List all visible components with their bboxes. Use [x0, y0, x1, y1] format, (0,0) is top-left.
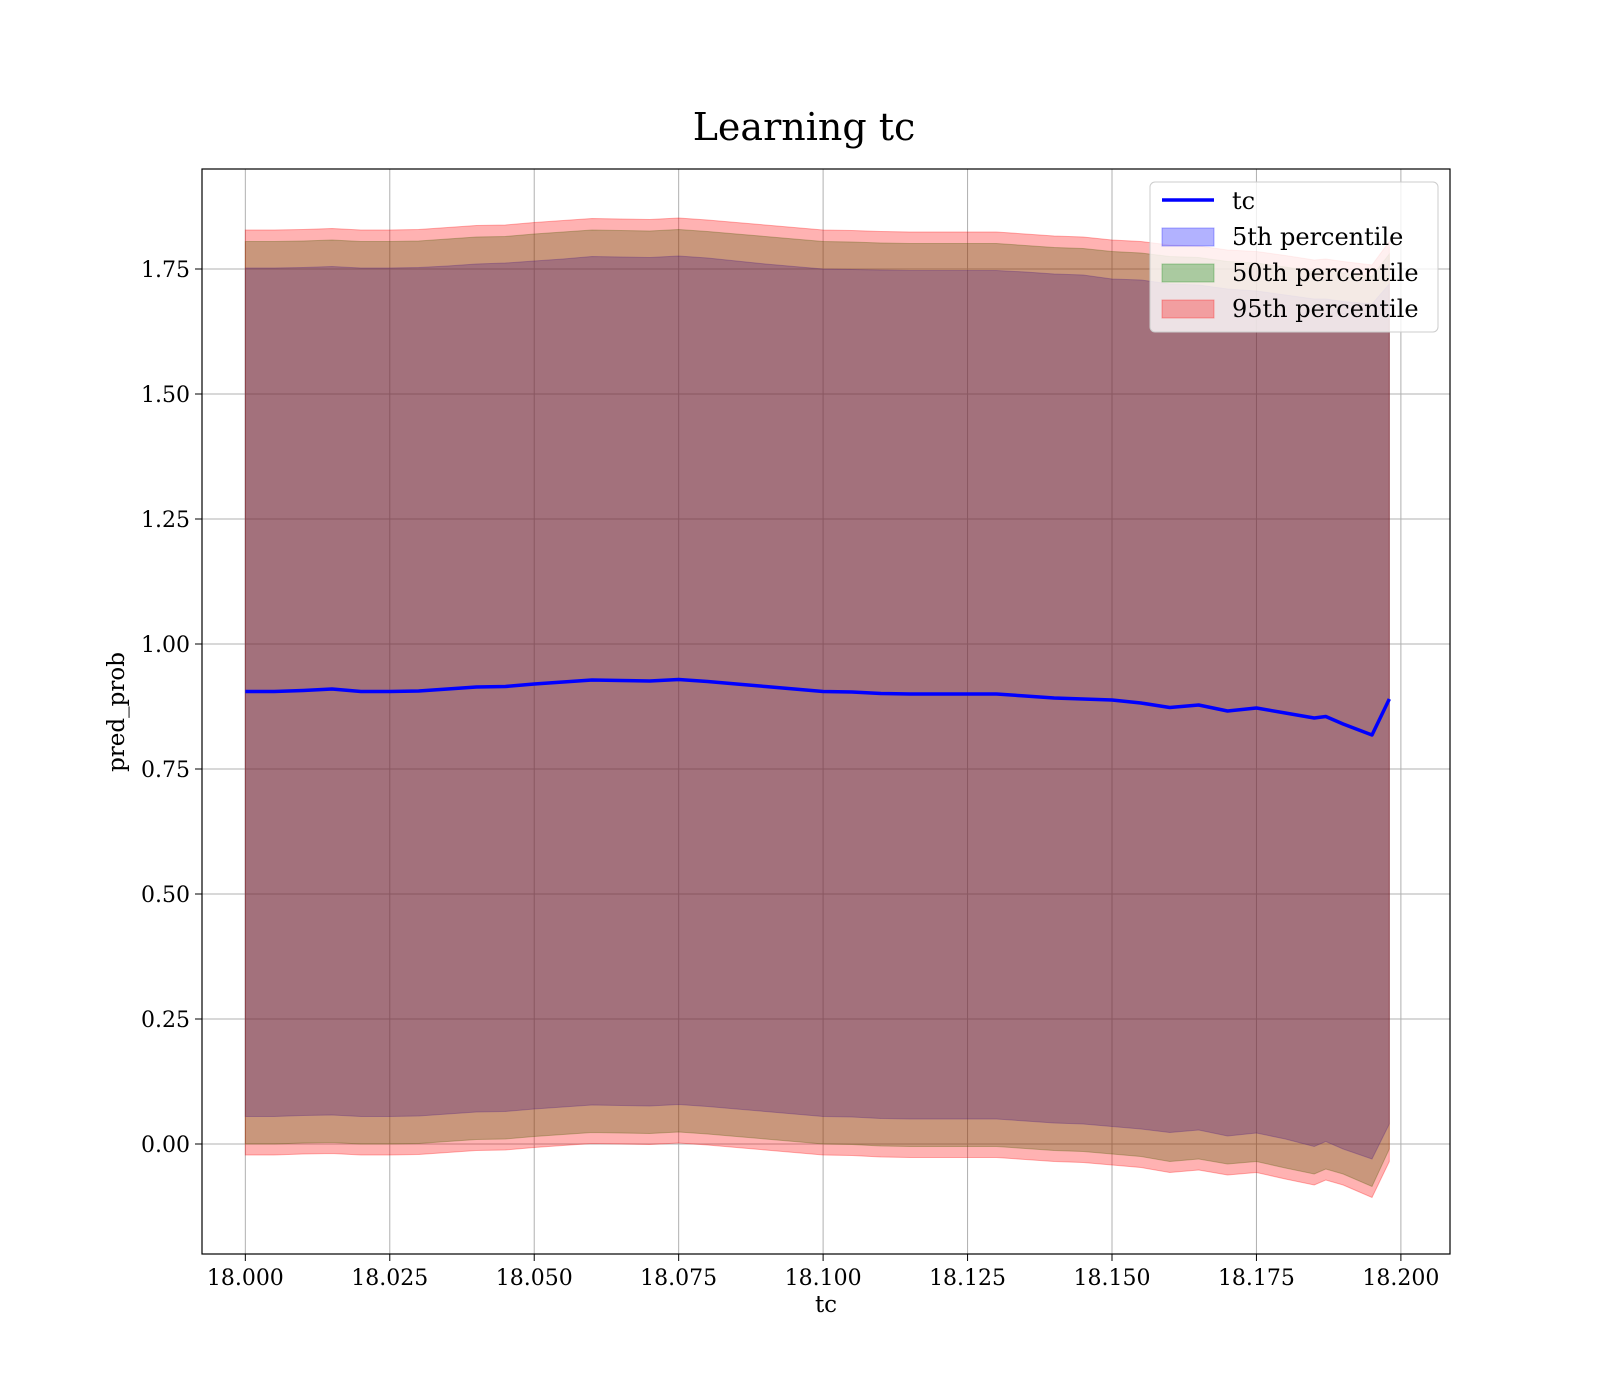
y-ticks: 0.00 0.25 0.50 0.75 1.00 1.25 1.50 1.75	[141, 258, 202, 1158]
y-tick-label: 1.75	[141, 258, 190, 283]
y-tick-label: 1.50	[141, 383, 190, 408]
legend-swatch-50th-percentile	[1161, 263, 1215, 283]
legend-label-95th-percentile: 95th percentile	[1232, 295, 1419, 323]
band-5th-percentile	[244, 255, 1390, 1160]
x-tick-label: 18.150	[1074, 1266, 1151, 1291]
band-50th-percentile	[244, 228, 1390, 1188]
x-tick-label: 18.100	[785, 1266, 862, 1291]
legend-swatch-95th-percentile	[1161, 299, 1215, 319]
legend-swatch-5th-percentile	[1161, 227, 1215, 247]
x-tick-label: 18.075	[640, 1266, 717, 1291]
x-tick-label: 18.200	[1362, 1266, 1439, 1291]
x-tick-label: 18.175	[1218, 1266, 1295, 1291]
chart-title: Learning tc	[693, 105, 916, 149]
legend-label-5th-percentile: 5th percentile	[1232, 223, 1403, 251]
x-ticks: 18.000 18.025 18.050 18.075 18.100 18.125 18.1…	[207, 1254, 1439, 1291]
bands	[244, 217, 1390, 1199]
x-tick-label: 18.050	[496, 1266, 573, 1291]
x-tick-label: 18.125	[929, 1266, 1006, 1291]
y-tick-label: 1.25	[141, 508, 190, 533]
y-tick-label: 0.75	[141, 758, 190, 783]
y-tick-label: 0.25	[141, 1008, 190, 1033]
legend-label-tc: tc	[1232, 187, 1255, 215]
legend-label-50th-percentile: 50th percentile	[1232, 259, 1419, 287]
y-tick-label: 1.00	[141, 633, 190, 658]
grid	[202, 169, 1450, 1254]
y-axis-label: pred_prob	[104, 652, 130, 772]
x-tick-label: 18.000	[207, 1266, 284, 1291]
y-tick-label: 0.50	[141, 883, 190, 908]
legend-box	[1149, 181, 1439, 333]
x-tick-label: 18.025	[351, 1266, 428, 1291]
lines	[245, 677, 1391, 737]
line-tc	[245, 677, 1391, 737]
band-95th-percentile	[244, 217, 1390, 1199]
x-axis-label: tc	[815, 1292, 837, 1318]
legend: tc 5th percentile 50th percentile 95th p…	[1149, 181, 1439, 333]
plot-frame	[201, 168, 1451, 1255]
y-tick-label: 0.00	[141, 1133, 190, 1158]
